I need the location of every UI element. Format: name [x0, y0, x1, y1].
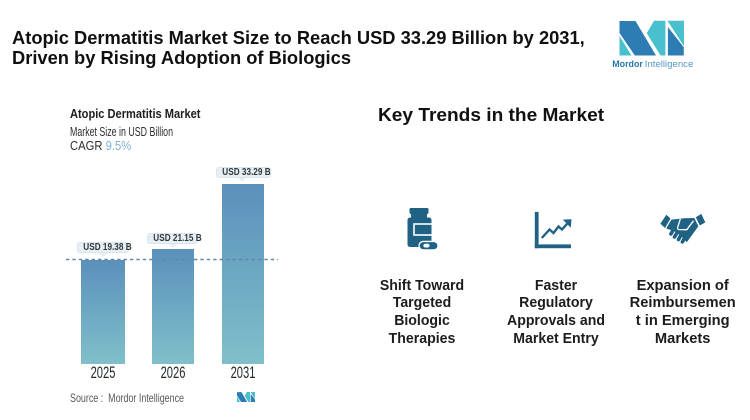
svg-text:Intelligence: Intelligence — [645, 59, 694, 69]
svg-text:Mordor: Mordor — [612, 59, 643, 69]
